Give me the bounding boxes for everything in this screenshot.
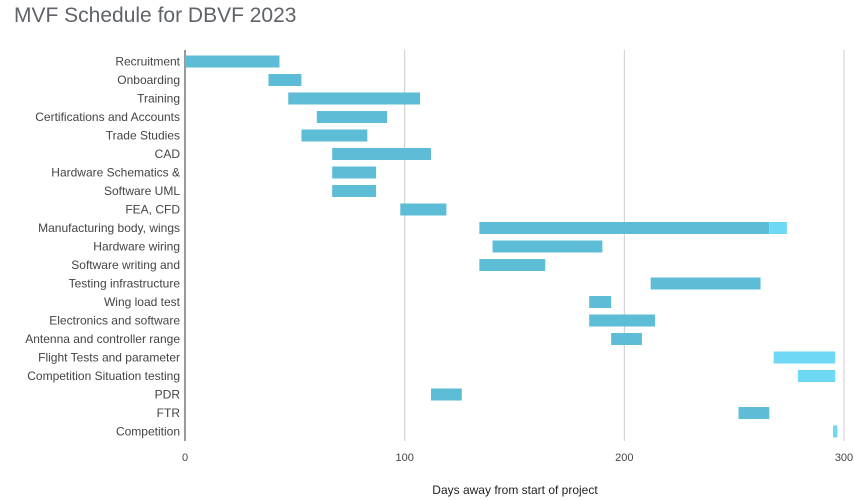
x-tick-label-200: 200 bbox=[615, 452, 633, 464]
category-label-18: PDR bbox=[155, 388, 181, 402]
chart-title: MVF Schedule for DBVF 2023 bbox=[14, 4, 297, 27]
bar-series0-1 bbox=[268, 74, 302, 86]
bar-series0-11 bbox=[479, 259, 546, 271]
bar-series1-16 bbox=[773, 351, 836, 364]
bar-series0-0 bbox=[185, 55, 280, 68]
bar-series0-6 bbox=[332, 166, 377, 179]
category-label-4: Trade Studies bbox=[106, 129, 180, 143]
category-label-2: Training bbox=[137, 92, 180, 106]
category-label-16: Flight Tests and parameter bbox=[38, 351, 180, 365]
bar-series0-8 bbox=[400, 203, 447, 216]
bar-series0-7 bbox=[332, 185, 377, 197]
bar-series0-10 bbox=[492, 240, 603, 253]
bar-series0-3 bbox=[316, 111, 388, 123]
bar-series0-12 bbox=[650, 277, 761, 290]
bar-series1-20 bbox=[833, 425, 838, 438]
bar-series0-15 bbox=[611, 333, 642, 345]
category-label-5: CAD bbox=[155, 147, 181, 161]
bar-series0-9 bbox=[479, 222, 770, 234]
bar-series0-19 bbox=[738, 407, 770, 419]
category-label-19: FTR bbox=[157, 406, 181, 420]
bar-series1-9 bbox=[769, 222, 787, 234]
bar-series0-4 bbox=[301, 129, 368, 142]
category-label-6: Hardware Schematics & bbox=[51, 166, 180, 180]
category-label-13: Wing load test bbox=[104, 295, 181, 309]
bar-series1-17 bbox=[797, 370, 836, 382]
category-label-3: Certifications and Accounts bbox=[35, 110, 180, 124]
x-axis-title: Days away from start of project bbox=[432, 483, 598, 497]
category-label-8: FEA, CFD bbox=[125, 203, 180, 217]
category-label-20: Competition bbox=[116, 425, 180, 439]
category-label-11: Software writing and bbox=[71, 258, 180, 272]
category-label-10: Hardware wiring bbox=[93, 240, 180, 254]
bar-series0-2 bbox=[288, 92, 421, 105]
bar-series0-13 bbox=[589, 296, 612, 308]
bar-series0-14 bbox=[589, 314, 656, 327]
category-label-12: Testing infrastructure bbox=[69, 277, 181, 291]
category-label-9: Manufacturing body, wings bbox=[38, 221, 180, 235]
x-tick-label-100: 100 bbox=[395, 452, 413, 464]
category-label-1: Onboarding bbox=[117, 73, 180, 87]
category-label-7: Software UML bbox=[104, 184, 180, 198]
category-label-14: Electronics and software bbox=[49, 314, 180, 328]
bar-series0-18 bbox=[431, 388, 462, 401]
category-label-17: Competition Situation testing bbox=[27, 369, 180, 383]
category-label-15: Antenna and controller range bbox=[25, 332, 180, 346]
x-tick-label-0: 0 bbox=[182, 452, 188, 464]
x-tick-label-300: 300 bbox=[835, 452, 853, 464]
category-label-0: Recruitment bbox=[115, 55, 180, 69]
bar-series0-5 bbox=[332, 148, 432, 160]
